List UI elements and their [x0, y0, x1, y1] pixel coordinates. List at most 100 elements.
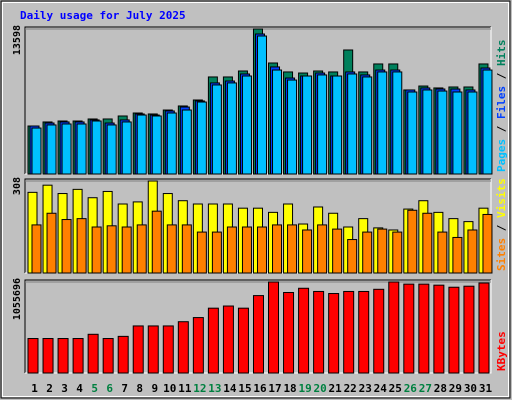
bar: [467, 229, 478, 274]
bar: [147, 325, 159, 374]
bar: [482, 69, 493, 175]
bar: [136, 224, 147, 274]
bar: [241, 226, 252, 274]
bar: [287, 79, 298, 175]
x-tick-label: 9: [151, 382, 158, 395]
bar: [418, 283, 430, 374]
bar: [46, 124, 57, 175]
x-tick-label: 23: [359, 382, 372, 395]
bar: [362, 76, 373, 175]
bar: [347, 239, 358, 274]
legend-entry: KBytes: [495, 331, 508, 371]
bar: [482, 213, 493, 274]
bar: [433, 284, 445, 374]
bar: [166, 112, 177, 175]
bar: [437, 90, 448, 175]
legend-separator: /: [495, 218, 508, 238]
panel-bevel-dark: [24, 178, 491, 273]
bar: [237, 307, 249, 374]
y-tick-label: 1055696: [12, 278, 23, 320]
legend: KBytes: [495, 331, 508, 371]
bar: [132, 325, 144, 374]
bar: [287, 224, 298, 274]
bar: [328, 293, 340, 374]
x-tick-label: 1: [31, 382, 38, 395]
x-tick-label: 29: [449, 382, 462, 395]
bar: [117, 335, 129, 374]
x-tick-label: 26: [404, 382, 418, 395]
bar: [196, 231, 207, 274]
x-tick-label: 19: [298, 382, 311, 395]
bar: [388, 281, 400, 374]
bar: [61, 123, 72, 175]
bar: [317, 224, 328, 274]
bar: [302, 75, 313, 175]
bar: [317, 74, 328, 175]
x-tick-label: 3: [61, 382, 68, 395]
bar: [403, 283, 415, 374]
bar: [332, 228, 343, 274]
bar: [392, 71, 403, 175]
bar: [347, 73, 358, 175]
bar: [343, 290, 355, 374]
bar: [102, 338, 114, 374]
bar: [192, 317, 204, 374]
bar: [211, 84, 222, 175]
legend-entry: Hits: [495, 40, 508, 67]
bar: [407, 209, 418, 274]
bar: [437, 231, 448, 274]
x-tick-label: 30: [464, 382, 477, 395]
bar: [362, 231, 373, 274]
bar: [72, 338, 84, 374]
chart-title: Daily usage for July 2025: [20, 9, 186, 22]
bar: [422, 212, 433, 274]
bar: [373, 288, 385, 374]
bar: [283, 291, 295, 374]
bar: [358, 290, 370, 374]
legend: Pages / Files / Hits: [495, 40, 508, 173]
panel-bevel-dark: [24, 279, 491, 373]
bar: [87, 333, 99, 374]
bar: [448, 286, 460, 374]
legend-separator: /: [495, 66, 508, 86]
bar: [181, 224, 192, 274]
panel-bevel-dark: [24, 26, 491, 174]
x-tick-label: 12: [193, 382, 206, 395]
x-tick-label: 4: [76, 382, 83, 395]
bar: [121, 121, 132, 175]
bar: [162, 325, 174, 374]
bar: [196, 101, 207, 175]
bar: [61, 219, 72, 274]
bar: [42, 338, 54, 374]
bar: [106, 225, 117, 274]
bar: [377, 71, 388, 175]
bar: [121, 226, 132, 274]
bar: [91, 120, 102, 175]
x-tick-label: 15: [238, 382, 251, 395]
bar: [272, 69, 283, 175]
bar: [76, 123, 87, 175]
x-tick-label: 5: [91, 382, 98, 395]
legend-entry: Files: [495, 86, 508, 119]
x-tick-label: 17: [268, 382, 281, 395]
x-tick-label: 14: [223, 382, 237, 395]
frame-bevel: [2, 2, 509, 397]
bar: [106, 124, 117, 175]
bar: [241, 75, 252, 175]
x-tick-label: 27: [419, 382, 432, 395]
bar: [256, 226, 267, 274]
x-tick-label: 8: [136, 382, 143, 395]
bar: [463, 285, 475, 374]
bar: [226, 82, 237, 175]
bar: [252, 295, 264, 374]
bar: [181, 109, 192, 175]
bar: [226, 226, 237, 274]
bar: [332, 75, 343, 175]
x-tick-label: 24: [374, 382, 388, 395]
y-tick-label: 13598: [12, 25, 23, 55]
legend-entry: Sites: [495, 238, 508, 271]
x-tick-label: 22: [344, 382, 357, 395]
bar: [407, 91, 418, 175]
